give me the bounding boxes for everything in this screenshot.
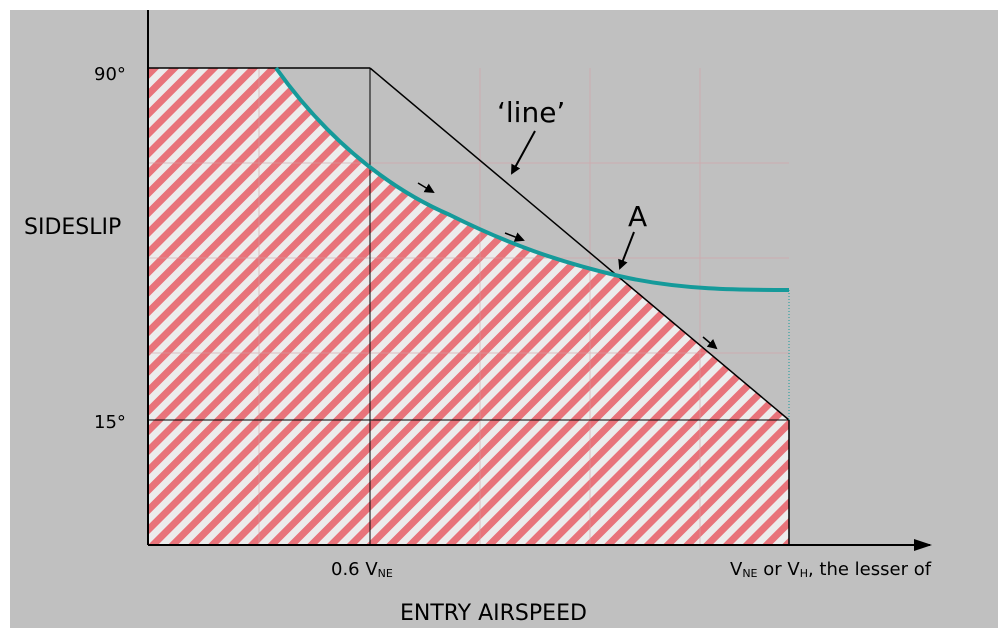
flow-arrow-1: [417, 182, 435, 194]
line-annotation: ‘line’: [497, 96, 565, 129]
y-tick-15: 15°: [94, 412, 126, 433]
y-axis-label: SIDESLIP: [24, 215, 121, 240]
flow-arrow-2: [504, 232, 525, 242]
point-a-pointer-arrow: [618, 231, 635, 270]
y-tick-90: 90°: [94, 64, 126, 85]
diagonal-line: [369, 67, 790, 421]
flow-arrow-3: [702, 336, 718, 350]
point-a-label: A: [628, 200, 647, 233]
x-tick-0-6vne: 0.6 VNE: [331, 559, 393, 580]
line-pointer-arrow: [511, 130, 536, 175]
x-axis-label: ENTRY AIRSPEED: [400, 601, 587, 626]
hatched-region: [148, 68, 789, 545]
x-tick-vne-vh: VNE or VH, the lesser of: [730, 559, 932, 580]
hatch-grid: [148, 68, 789, 545]
teal-curve: [274, 66, 790, 292]
